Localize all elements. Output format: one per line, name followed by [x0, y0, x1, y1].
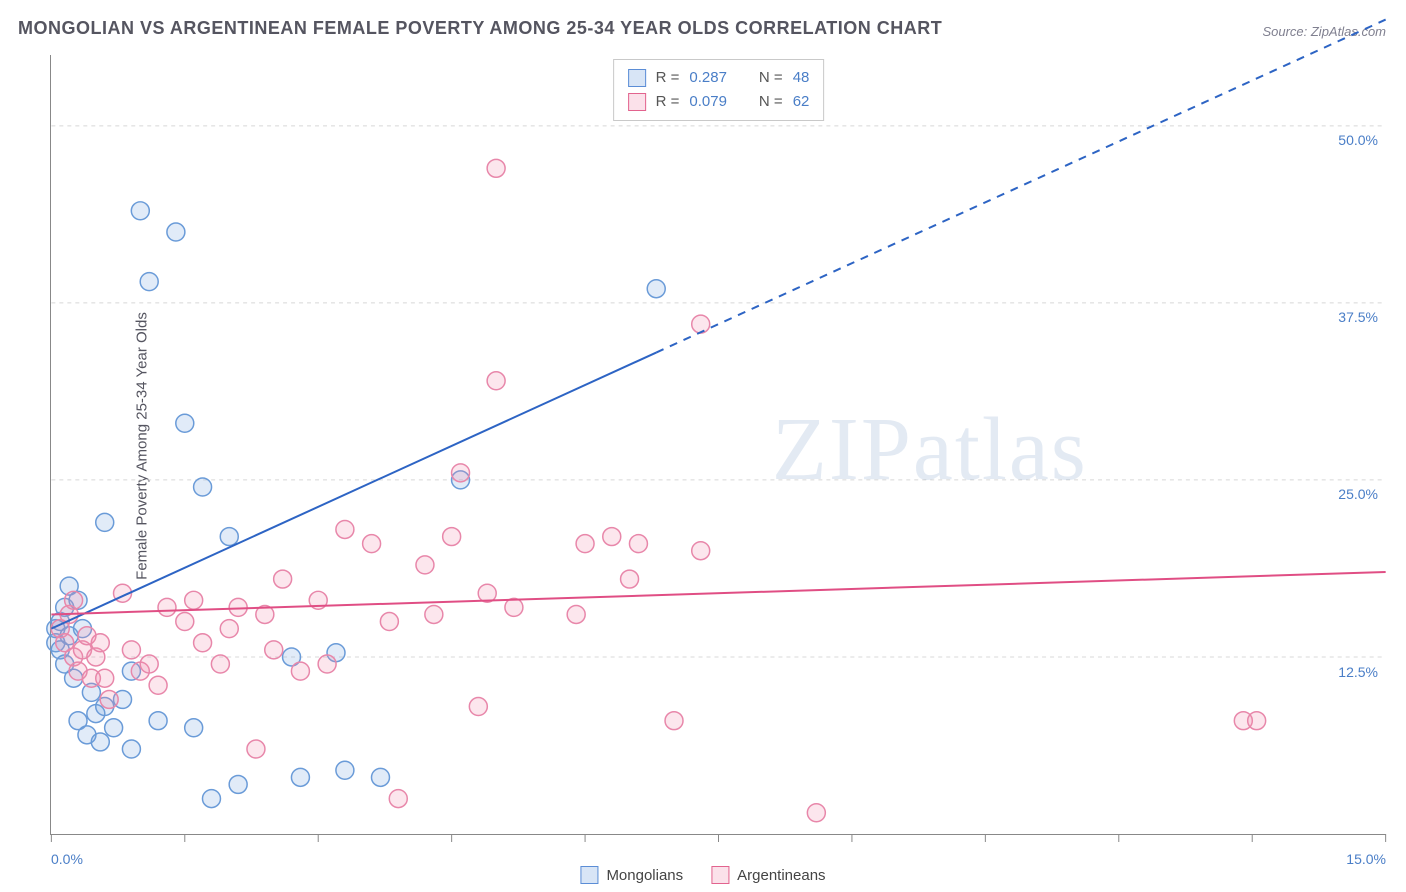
source-attribution: Source: ZipAtlas.com [1262, 24, 1386, 39]
legend-row: R = 0.287 N = 48 [628, 66, 810, 90]
scatter-point [291, 768, 309, 786]
y-tick-label: 12.5% [1338, 664, 1378, 680]
plot-svg [51, 55, 1386, 834]
chart-container: MONGOLIAN VS ARGENTINEAN FEMALE POVERTY … [0, 0, 1406, 892]
scatter-point [318, 655, 336, 673]
scatter-point [131, 202, 149, 220]
scatter-point [220, 528, 238, 546]
scatter-point [185, 719, 203, 737]
scatter-point [149, 712, 167, 730]
r-value: 0.079 [689, 90, 727, 114]
scatter-point [122, 740, 140, 758]
scatter-point [647, 280, 665, 298]
n-value: 62 [793, 90, 810, 114]
scatter-point [576, 535, 594, 553]
legend-item: Mongolians [580, 866, 683, 884]
y-tick-label: 50.0% [1338, 132, 1378, 148]
scatter-point [336, 761, 354, 779]
scatter-point [202, 790, 220, 808]
n-label: N = [759, 90, 783, 114]
scatter-point [371, 768, 389, 786]
scatter-point [65, 591, 83, 609]
x-tick-label-right: 15.0% [1346, 851, 1386, 867]
scatter-point [96, 513, 114, 531]
correlation-legend: R = 0.287 N = 48 R = 0.079 N = 62 [613, 59, 825, 121]
scatter-point [665, 712, 683, 730]
y-tick-label: 37.5% [1338, 309, 1378, 325]
y-tick-label: 25.0% [1338, 486, 1378, 502]
r-label: R = [656, 90, 680, 114]
plot-area: R = 0.287 N = 48 R = 0.079 N = 62 ZIPatl… [50, 55, 1386, 835]
scatter-point [100, 690, 118, 708]
legend-row: R = 0.079 N = 62 [628, 90, 810, 114]
scatter-point [603, 528, 621, 546]
x-tick-label-left: 0.0% [51, 851, 83, 867]
scatter-point [416, 556, 434, 574]
legend-label: Mongolians [606, 867, 683, 884]
r-value: 0.287 [689, 66, 727, 90]
series-legend: Mongolians Argentineans [580, 866, 825, 884]
scatter-point [363, 535, 381, 553]
scatter-point [425, 605, 443, 623]
trend-line [51, 353, 656, 629]
scatter-point [247, 740, 265, 758]
scatter-point [629, 535, 647, 553]
scatter-point [140, 655, 158, 673]
scatter-point [176, 613, 194, 631]
scatter-point [291, 662, 309, 680]
scatter-point [185, 591, 203, 609]
scatter-point [692, 315, 710, 333]
legend-label: Argentineans [737, 867, 825, 884]
scatter-point [452, 464, 470, 482]
scatter-point [158, 598, 176, 616]
scatter-point [194, 478, 212, 496]
scatter-point [176, 414, 194, 432]
scatter-point [96, 669, 114, 687]
trend-line [51, 572, 1385, 614]
scatter-point [807, 804, 825, 822]
scatter-point [91, 733, 109, 751]
chart-title: MONGOLIAN VS ARGENTINEAN FEMALE POVERTY … [18, 18, 942, 39]
scatter-point [443, 528, 461, 546]
scatter-point [389, 790, 407, 808]
scatter-point [487, 372, 505, 390]
legend-item: Argentineans [711, 866, 825, 884]
scatter-point [274, 570, 292, 588]
scatter-point [229, 775, 247, 793]
scatter-point [1248, 712, 1266, 730]
swatch-pink [711, 866, 729, 884]
scatter-point [567, 605, 585, 623]
scatter-point [149, 676, 167, 694]
scatter-point [105, 719, 123, 737]
r-label: R = [656, 66, 680, 90]
scatter-point [505, 598, 523, 616]
scatter-point [692, 542, 710, 560]
scatter-point [336, 520, 354, 538]
n-label: N = [759, 66, 783, 90]
scatter-point [220, 620, 238, 638]
swatch-blue [580, 866, 598, 884]
swatch-blue [628, 69, 646, 87]
n-value: 48 [793, 66, 810, 90]
scatter-point [621, 570, 639, 588]
scatter-point [380, 613, 398, 631]
scatter-point [91, 634, 109, 652]
swatch-pink [628, 93, 646, 111]
scatter-point [122, 641, 140, 659]
scatter-point [265, 641, 283, 659]
scatter-point [140, 273, 158, 291]
scatter-point [167, 223, 185, 241]
scatter-point [487, 159, 505, 177]
scatter-point [469, 698, 487, 716]
scatter-point [194, 634, 212, 652]
scatter-point [211, 655, 229, 673]
